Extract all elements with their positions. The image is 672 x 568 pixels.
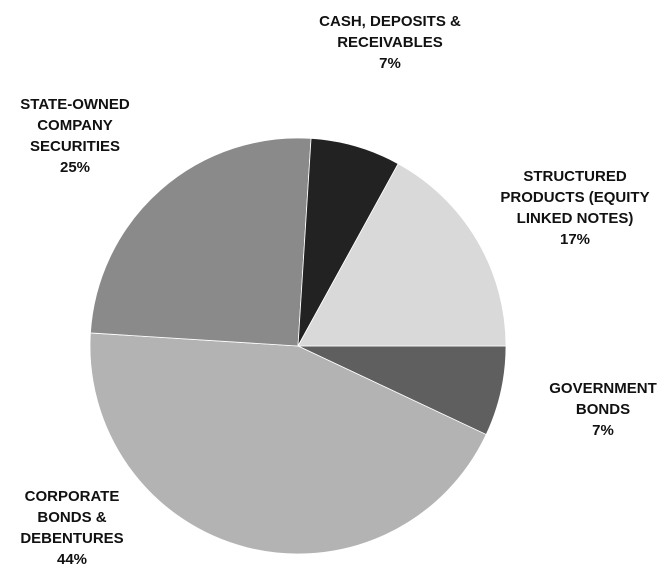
slice-label: STRUCTURED PRODUCTS (EQUITY LINKED NOTES… [500, 166, 650, 250]
category-name: CORPORATE BONDS & DEBENTURES [20, 488, 124, 547]
pie-slice [297, 163, 507, 347]
value-label: 25% [59, 159, 91, 176]
value-label: 7% [592, 422, 614, 439]
pie-slice [89, 332, 487, 555]
category-name: STATE-OWNED COMPANY SECURITIES [20, 96, 130, 155]
slice-label: CORPORATE BONDS & DEBENTURES 44% [12, 486, 132, 568]
pie-slice [89, 137, 312, 347]
slice-label: GOVERNMENT BONDS 7% [541, 378, 666, 441]
value-label: 17% [559, 231, 591, 248]
category-name: CASH, DEPOSITS & RECEIVABLES [319, 13, 461, 51]
value-label: 44% [56, 551, 88, 568]
category-name: STRUCTURED PRODUCTS (EQUITY LINKED NOTES… [500, 168, 650, 227]
slice-label: CASH, DEPOSITS & RECEIVABLES 7% [300, 11, 480, 74]
category-name: GOVERNMENT BONDS [549, 380, 657, 418]
value-label: 7% [379, 55, 401, 72]
slice-label: STATE-OWNED COMPANY SECURITIES 25% [13, 94, 138, 178]
